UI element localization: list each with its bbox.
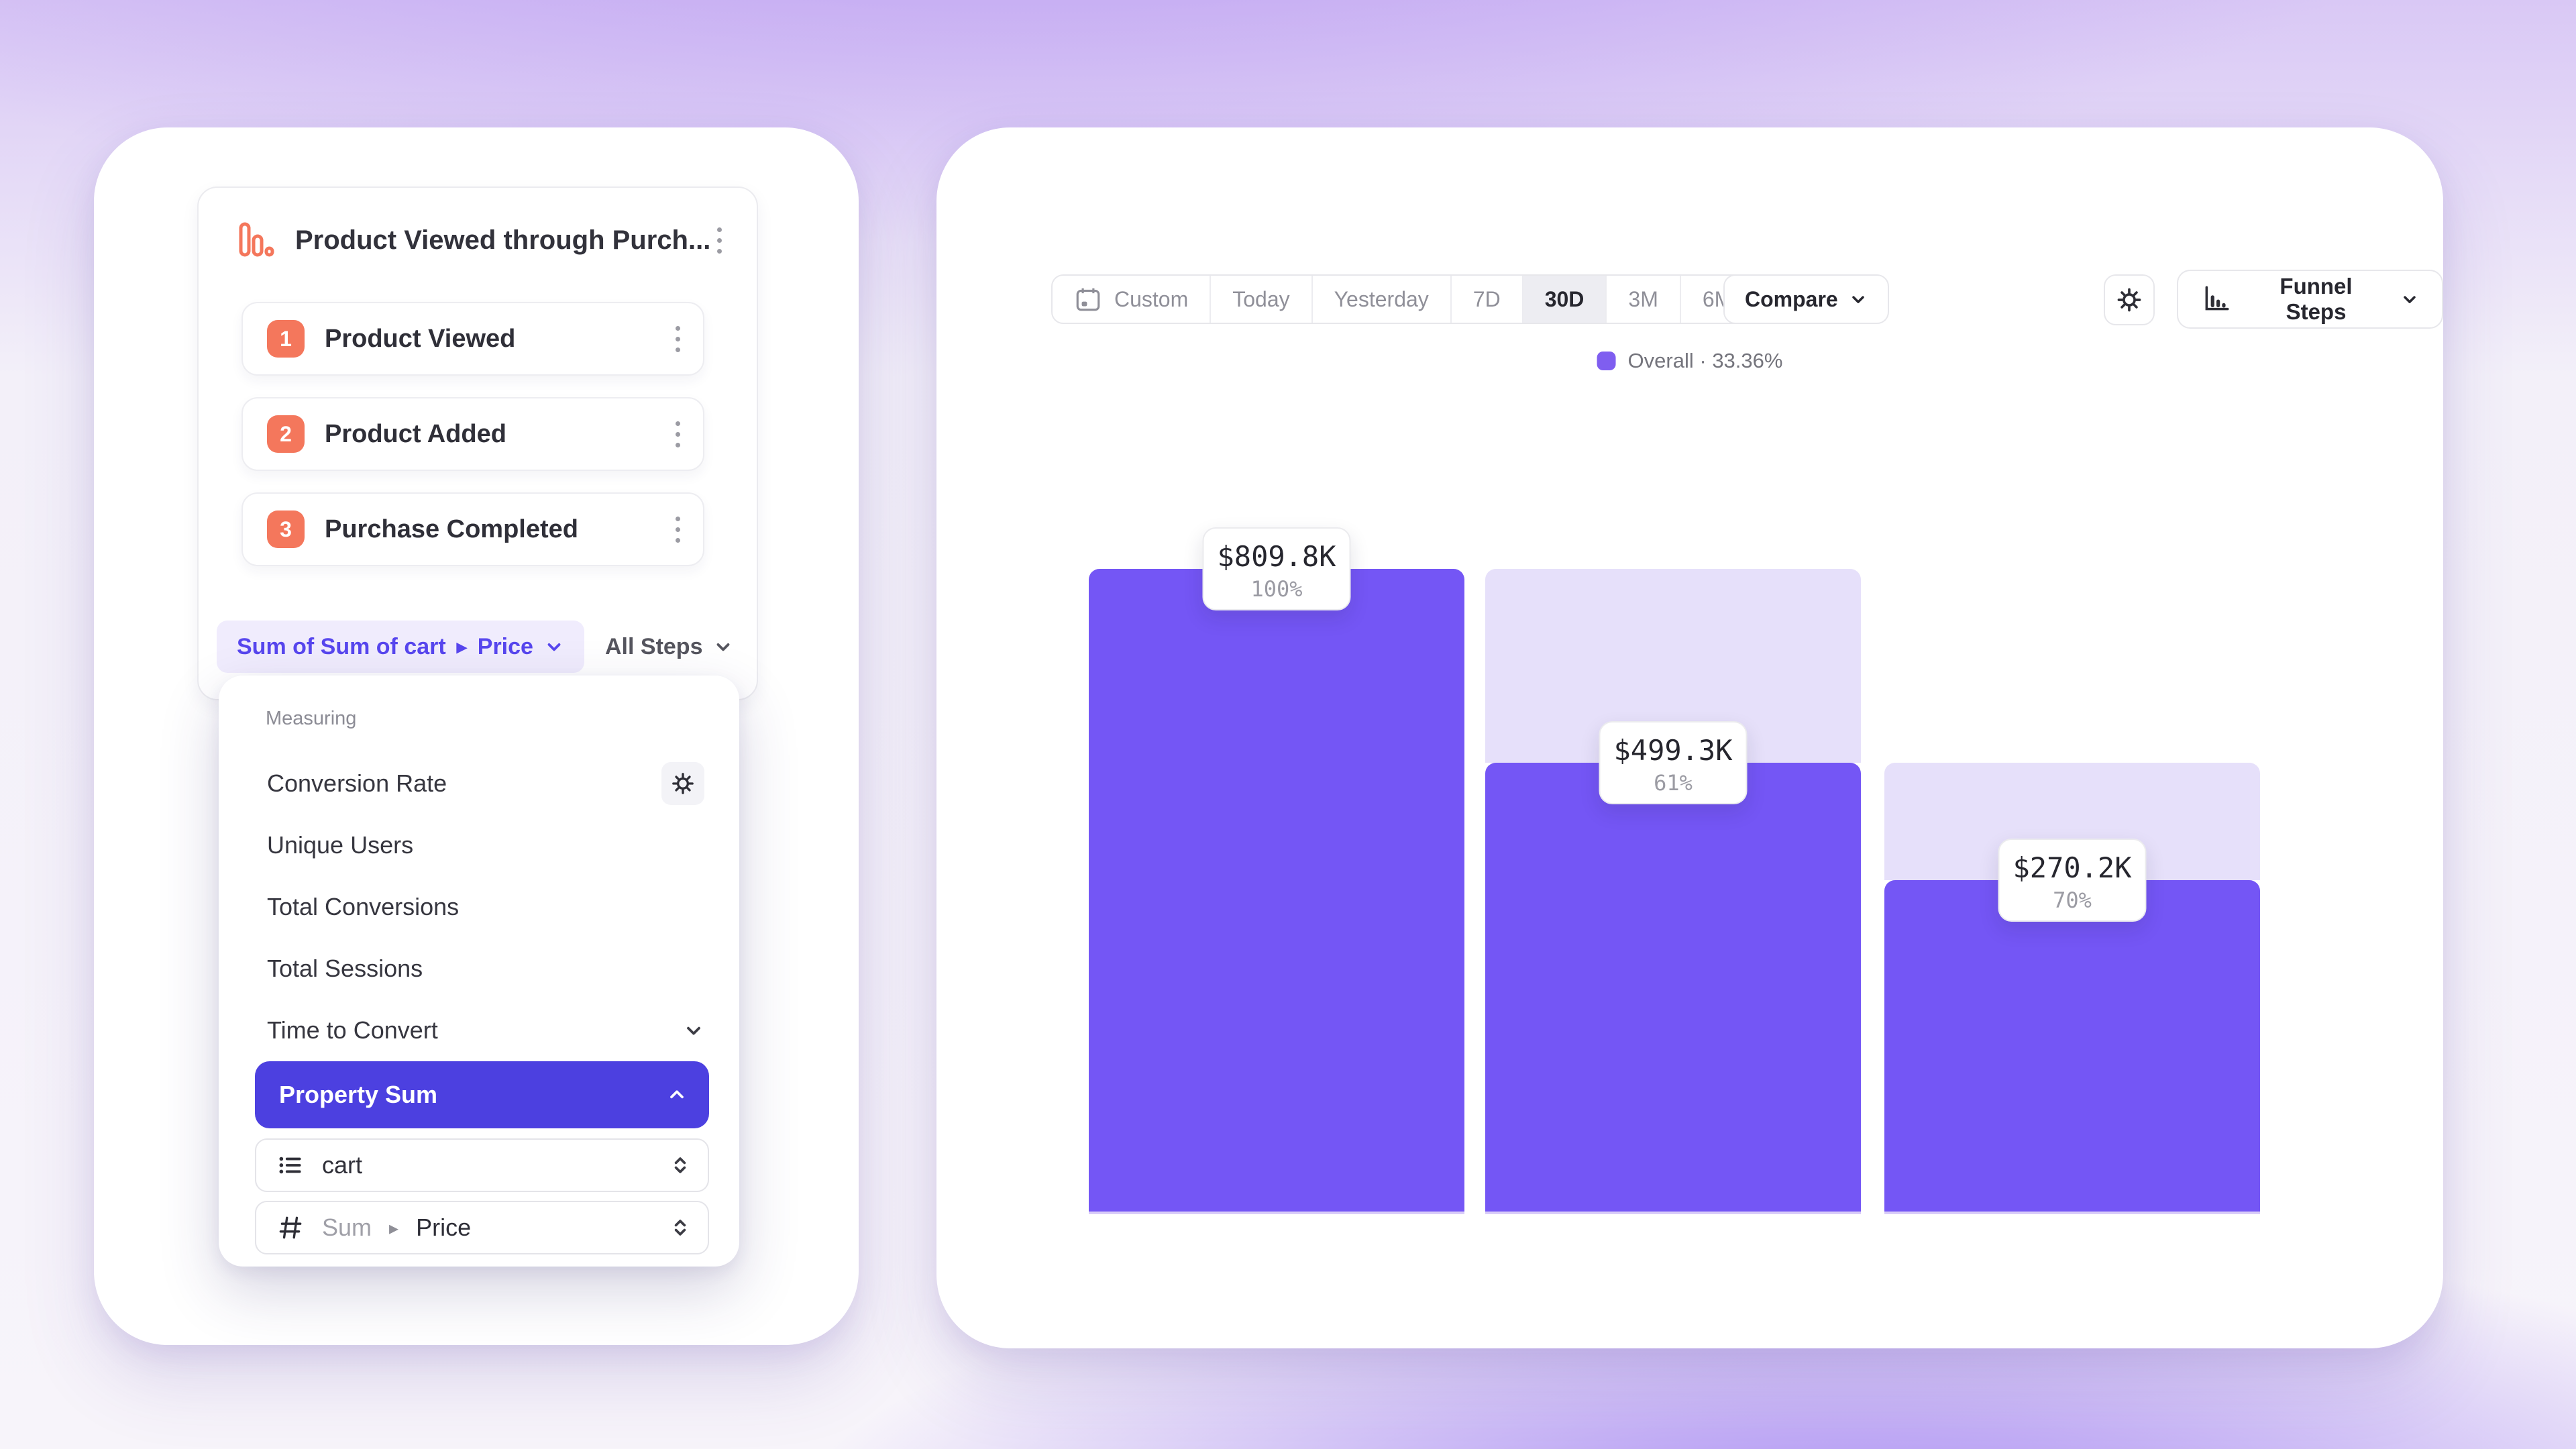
bar-value: $499.3K: [1613, 734, 1733, 767]
step-number-badge: 1: [267, 320, 305, 358]
steps-scope-label: All Steps: [605, 633, 703, 659]
menu-item-unique-users[interactable]: Unique Users: [267, 831, 414, 859]
menu-item-property-sum-selected[interactable]: Property Sum: [255, 1061, 709, 1128]
chevron-down-icon: [2400, 290, 2419, 309]
funnel-bar-step-3[interactable]: $270.2K 70%: [1884, 763, 2260, 1214]
aggregation-select[interactable]: Sum ▸ Price: [255, 1201, 709, 1254]
funnel-step-row-3[interactable]: 3 Purchase Completed: [241, 492, 704, 566]
funnel-bar-step-2[interactable]: $499.3K 61%: [1485, 569, 1861, 1214]
step-number-badge: 3: [267, 511, 305, 548]
measurement-label: Sum of Sum of cart: [237, 633, 446, 659]
funnel-steps-chart-icon: [2201, 284, 2232, 315]
funnel-definition-card: Product Viewed through Purch... 1 Produc…: [197, 186, 758, 700]
range-today[interactable]: Today: [1210, 276, 1311, 323]
funnel-chart-icon: [237, 221, 276, 260]
bar-tooltip: $809.8K 100%: [1202, 527, 1351, 610]
funnel-card-header: Product Viewed through Purch...: [237, 217, 727, 263]
bar-converted-segment: [1485, 763, 1861, 1214]
bar-tooltip: $499.3K 61%: [1599, 721, 1748, 804]
funnel-step-row-2[interactable]: 2 Product Added: [241, 397, 704, 471]
step-label: Product Added: [325, 419, 506, 448]
bar-value: $270.2K: [2012, 851, 2132, 884]
bar-conversion-pct: 100%: [1250, 576, 1303, 602]
legend-series-label: Overall: [1627, 349, 1694, 372]
list-icon: [276, 1151, 305, 1179]
bar-converted-segment: [1884, 880, 2260, 1214]
chevron-down-icon: [1849, 290, 1868, 309]
chart-panel: Custom Today Yesterday 7D 30D 3M 6M 12M …: [936, 127, 2443, 1348]
range-3m[interactable]: 3M: [1605, 276, 1679, 323]
range-yesterday[interactable]: Yesterday: [1311, 276, 1450, 323]
kebab-menu-icon[interactable]: [669, 415, 687, 454]
funnel-step-row-1[interactable]: 1 Product Viewed: [241, 302, 704, 376]
menu-section-label: Measuring: [266, 708, 357, 729]
calendar-icon: [1074, 285, 1102, 313]
measurement-dropdown-button[interactable]: Sum of Sum of cart ▸ Price: [217, 621, 584, 673]
property-select-value: cart: [322, 1151, 363, 1179]
range-7d[interactable]: 7D: [1450, 276, 1522, 323]
bar-conversion-pct: 61%: [1654, 770, 1693, 796]
gear-icon: [2114, 284, 2145, 315]
bar-conversion-pct: 70%: [2053, 888, 2092, 913]
funnel-title: Product Viewed through Purch...: [295, 225, 711, 255]
kebab-menu-icon[interactable]: [710, 221, 729, 260]
chevron-down-icon: [683, 1020, 704, 1041]
funnel-builder-panel: Product Viewed through Purch... 1 Produc…: [94, 127, 859, 1345]
chart-view-selector[interactable]: Funnel Steps: [2177, 270, 2443, 329]
property-select[interactable]: cart: [255, 1138, 709, 1192]
bar-converted-segment: [1089, 569, 1464, 1214]
legend-overall-value: 33.36%: [1712, 349, 1783, 372]
menu-item-time-to-convert[interactable]: Time to Convert: [239, 1000, 719, 1061]
menu-item-total-conversions[interactable]: Total Conversions: [267, 893, 460, 920]
chevron-up-icon: [666, 1084, 688, 1106]
steps-scope-dropdown[interactable]: All Steps: [601, 621, 737, 673]
select-updown-icon: [669, 1216, 692, 1239]
step-label: Product Viewed: [325, 324, 516, 353]
measuring-dropdown-menu: Measuring Conversion Rate Unique Users T…: [219, 676, 739, 1267]
chart-settings-gear-button[interactable]: [2104, 274, 2155, 325]
gear-icon[interactable]: [661, 762, 704, 805]
kebab-menu-icon[interactable]: [669, 510, 687, 549]
breadcrumb-arrow: ▸: [456, 635, 467, 658]
legend-item-overall[interactable]: Overall · 33.36%: [1597, 349, 1783, 373]
aggregation-property: Price: [416, 1214, 472, 1241]
measurement-property: Price: [477, 633, 533, 659]
range-custom[interactable]: Custom: [1053, 276, 1210, 323]
aggregation-group: Sum: [322, 1214, 372, 1241]
legend-swatch: [1597, 352, 1616, 370]
menu-item-conversion-rate[interactable]: Conversion Rate: [239, 753, 719, 814]
menu-item-total-sessions[interactable]: Total Sessions: [267, 955, 423, 982]
bar-tooltip: $270.2K 70%: [1998, 839, 2147, 922]
step-label: Purchase Completed: [325, 515, 578, 543]
funnel-bar-step-1[interactable]: $809.8K 100%: [1089, 527, 1464, 1214]
range-30d-selected[interactable]: 30D: [1521, 276, 1606, 323]
select-updown-icon: [669, 1154, 692, 1177]
step-number-badge: 2: [267, 415, 305, 453]
breadcrumb-arrow: ▸: [389, 1217, 399, 1238]
kebab-menu-icon[interactable]: [669, 319, 687, 359]
chevron-down-icon: [713, 637, 733, 657]
bar-value: $809.8K: [1217, 540, 1336, 573]
chevron-down-icon: [544, 637, 564, 657]
compare-button[interactable]: Compare: [1723, 274, 1889, 324]
date-range-segmented-control: Custom Today Yesterday 7D 30D 3M 6M 12M: [1051, 274, 1841, 324]
hash-icon: [276, 1214, 305, 1242]
